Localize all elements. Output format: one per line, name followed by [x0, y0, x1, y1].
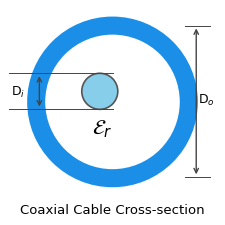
Text: D$_i$: D$_i$: [11, 85, 25, 100]
Circle shape: [36, 26, 189, 178]
Text: D$_o$: D$_o$: [198, 93, 215, 108]
Text: $\mathcal{E}_r$: $\mathcal{E}_r$: [92, 119, 112, 140]
Text: Coaxial Cable Cross-section: Coaxial Cable Cross-section: [20, 203, 205, 216]
Circle shape: [82, 73, 118, 109]
